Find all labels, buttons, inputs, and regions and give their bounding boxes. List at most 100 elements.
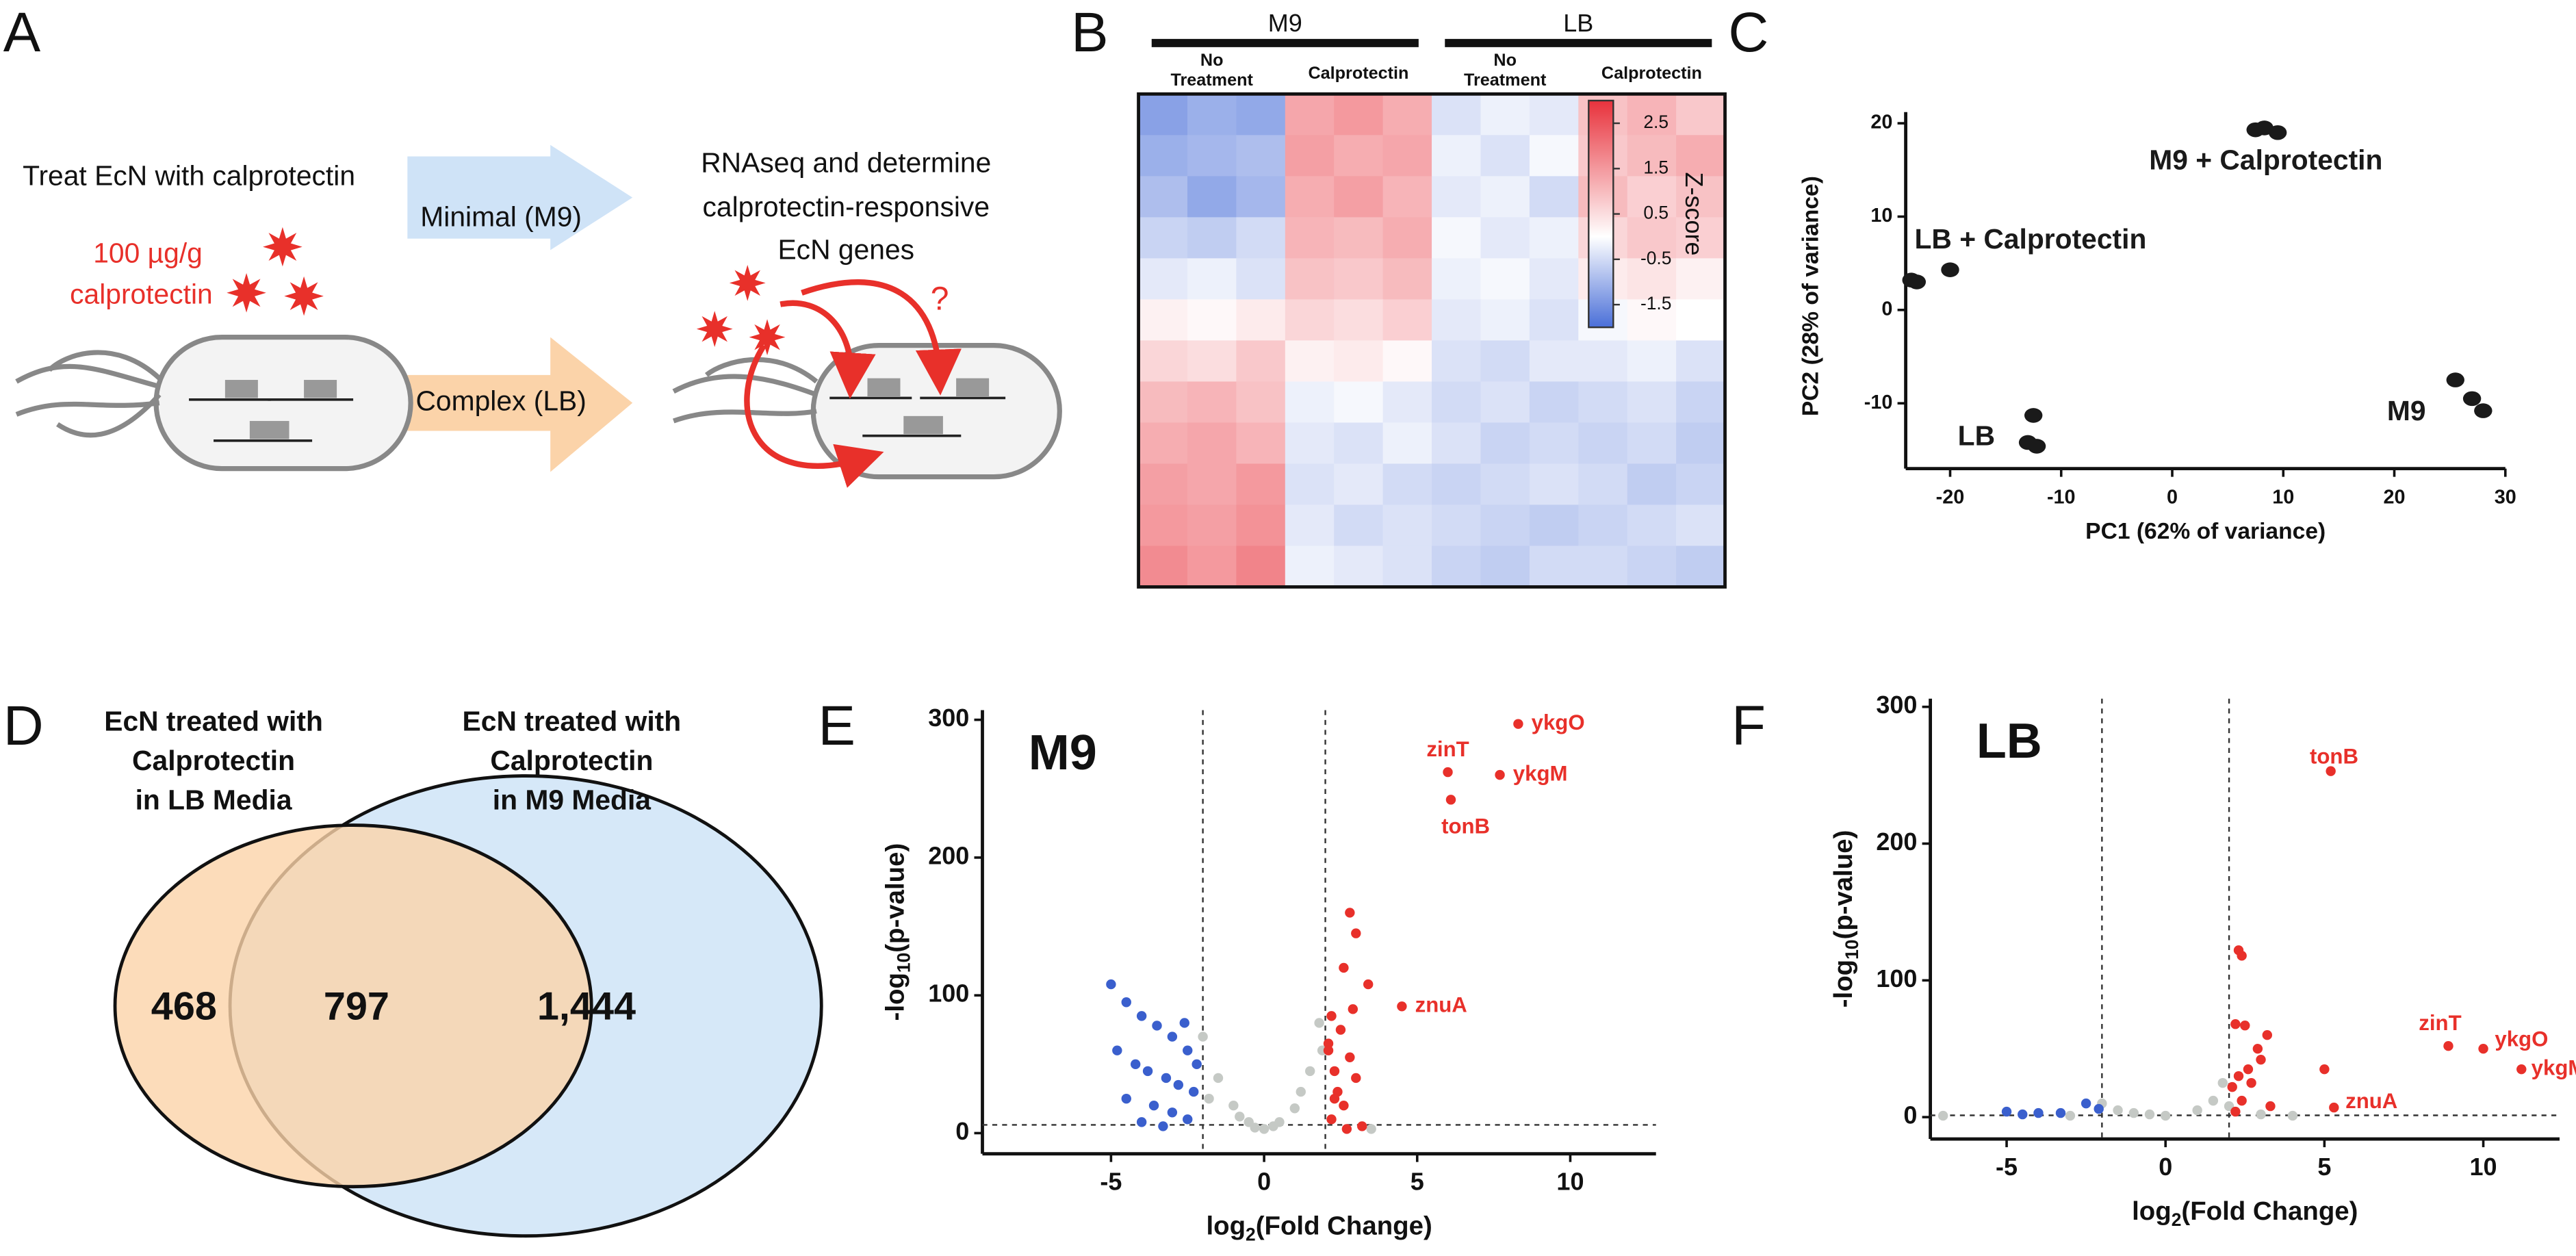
heatmap-cell bbox=[1529, 217, 1580, 259]
gene-point bbox=[1339, 1101, 1349, 1111]
heatmap-cell bbox=[1480, 546, 1530, 588]
heatmap-cell bbox=[1236, 504, 1286, 547]
heatmap-cell bbox=[1285, 94, 1335, 136]
heatmap-cell bbox=[1285, 217, 1335, 259]
heatmap-cell bbox=[1529, 299, 1580, 342]
x-axis-label-part: (Fold Change) bbox=[2181, 1196, 2358, 1226]
venn-count: 1,444 bbox=[537, 985, 636, 1029]
gene-point bbox=[1329, 1093, 1340, 1104]
heatmap-cell bbox=[1529, 546, 1580, 588]
gene-point bbox=[2065, 1110, 2076, 1121]
heatmap-cell bbox=[1676, 546, 1726, 588]
heatmap-cell bbox=[1334, 504, 1384, 547]
gene-point bbox=[1152, 1021, 1162, 1031]
heatmap-cell bbox=[1236, 217, 1286, 259]
plot-title: LB bbox=[1976, 714, 2042, 769]
y-axis-label: PC2 (28% of variance) bbox=[1799, 176, 1824, 416]
venn-set bbox=[113, 823, 593, 1189]
panel-label: E bbox=[818, 695, 855, 757]
gene-point bbox=[2230, 1019, 2241, 1029]
gene-point bbox=[1937, 1110, 1948, 1121]
heatmap-cell bbox=[1236, 340, 1286, 383]
y-tick-label: 100 bbox=[928, 979, 969, 1008]
panel-a bbox=[15, 144, 1062, 488]
pca-point bbox=[2446, 372, 2464, 387]
gene-point bbox=[1289, 1103, 1300, 1114]
heatmap-cell bbox=[1334, 463, 1384, 506]
question-mark: ? bbox=[931, 281, 949, 317]
y-tick-label: 20 bbox=[1870, 112, 1892, 133]
x-axis-label-part: 2 bbox=[1246, 1225, 1256, 1245]
heatmap-cell bbox=[1578, 504, 1628, 547]
gene-point bbox=[2240, 1021, 2250, 1031]
gene-point bbox=[2516, 1064, 2527, 1075]
gene-point bbox=[1188, 1086, 1199, 1097]
venn-set-title: in LB Media bbox=[136, 784, 292, 816]
heatmap-cell bbox=[1627, 135, 1677, 177]
heatmap-cell bbox=[1334, 258, 1384, 300]
heatmap-cell bbox=[1676, 94, 1726, 136]
gene-point bbox=[1121, 1093, 1131, 1104]
heatmap-cell bbox=[1627, 176, 1677, 218]
heatmap-cell bbox=[1382, 463, 1432, 506]
heatmap-cell bbox=[1138, 463, 1188, 506]
heatmap-cell bbox=[1187, 422, 1237, 465]
gene-point bbox=[2265, 1101, 2276, 1112]
gene-point bbox=[2287, 1110, 2298, 1121]
gene-point bbox=[2208, 1095, 2219, 1106]
gene-point bbox=[1121, 997, 1131, 1008]
heatmap-cell bbox=[1676, 217, 1726, 259]
heatmap-cell bbox=[1285, 463, 1335, 506]
heatmap-cell bbox=[1187, 258, 1237, 300]
column-label: Calprotectin bbox=[1601, 64, 1702, 83]
heatmap-cell bbox=[1676, 463, 1726, 506]
arrow-lb bbox=[407, 337, 633, 472]
gene-point bbox=[2329, 1102, 2339, 1113]
y-axis-label-part: 10 bbox=[894, 953, 914, 973]
colorbar-tick-label: 0.5 bbox=[1643, 203, 1669, 223]
heatmap-cell bbox=[1382, 135, 1432, 177]
heatmap-cell bbox=[1382, 94, 1432, 136]
dose-text: 100 µg/g bbox=[93, 237, 203, 268]
heatmap-cell bbox=[1578, 463, 1628, 506]
gene-point bbox=[2230, 1106, 2241, 1117]
diagram-text: Treat EcN with calprotectin bbox=[23, 160, 355, 192]
gene-point bbox=[2243, 1064, 2254, 1075]
heatmap-cell bbox=[1285, 176, 1335, 218]
gene-point bbox=[1158, 1121, 1168, 1131]
heatmap-cell bbox=[1138, 546, 1188, 588]
gene-point bbox=[1148, 1101, 1159, 1111]
gene-point bbox=[1326, 1011, 1337, 1021]
heatmap-cell bbox=[1627, 422, 1677, 465]
heatmap-cell bbox=[1676, 135, 1726, 177]
pca-point bbox=[1941, 262, 1959, 277]
heatmap-cell bbox=[1382, 422, 1432, 465]
heatmap-cell bbox=[1480, 504, 1530, 547]
x-tick-label: 10 bbox=[2470, 1153, 2497, 1181]
heatmap-cell bbox=[1432, 176, 1482, 218]
group-label: LB bbox=[1563, 9, 1593, 37]
heatmap-cell bbox=[1236, 135, 1286, 177]
heatmap-cell bbox=[1285, 340, 1335, 383]
heatmap-cell bbox=[1236, 94, 1286, 136]
venn-set-title: Calprotectin bbox=[490, 745, 653, 776]
gene-point bbox=[1314, 1018, 1324, 1028]
heatmap-cell bbox=[1334, 217, 1384, 259]
venn-set-title: Calprotectin bbox=[132, 745, 295, 776]
heatmap-frame bbox=[1137, 92, 1727, 589]
genes bbox=[189, 380, 354, 442]
gene-label: tonB bbox=[1441, 814, 1490, 838]
x-tick-label: 0 bbox=[2159, 1153, 2172, 1181]
heatmap-cell bbox=[1138, 504, 1188, 547]
gene-point bbox=[1329, 1066, 1340, 1077]
heatmap-cell bbox=[1676, 340, 1726, 383]
gene-point bbox=[1397, 1001, 1407, 1012]
star bbox=[227, 272, 266, 313]
heatmap-cell bbox=[1676, 422, 1726, 465]
heatmap-cell bbox=[1187, 504, 1237, 547]
heatmap-cell bbox=[1138, 217, 1188, 259]
heatmap-cell bbox=[1187, 176, 1237, 218]
colorbar-tick-label: -1.5 bbox=[1640, 293, 1671, 313]
gene-point bbox=[1213, 1073, 1224, 1084]
